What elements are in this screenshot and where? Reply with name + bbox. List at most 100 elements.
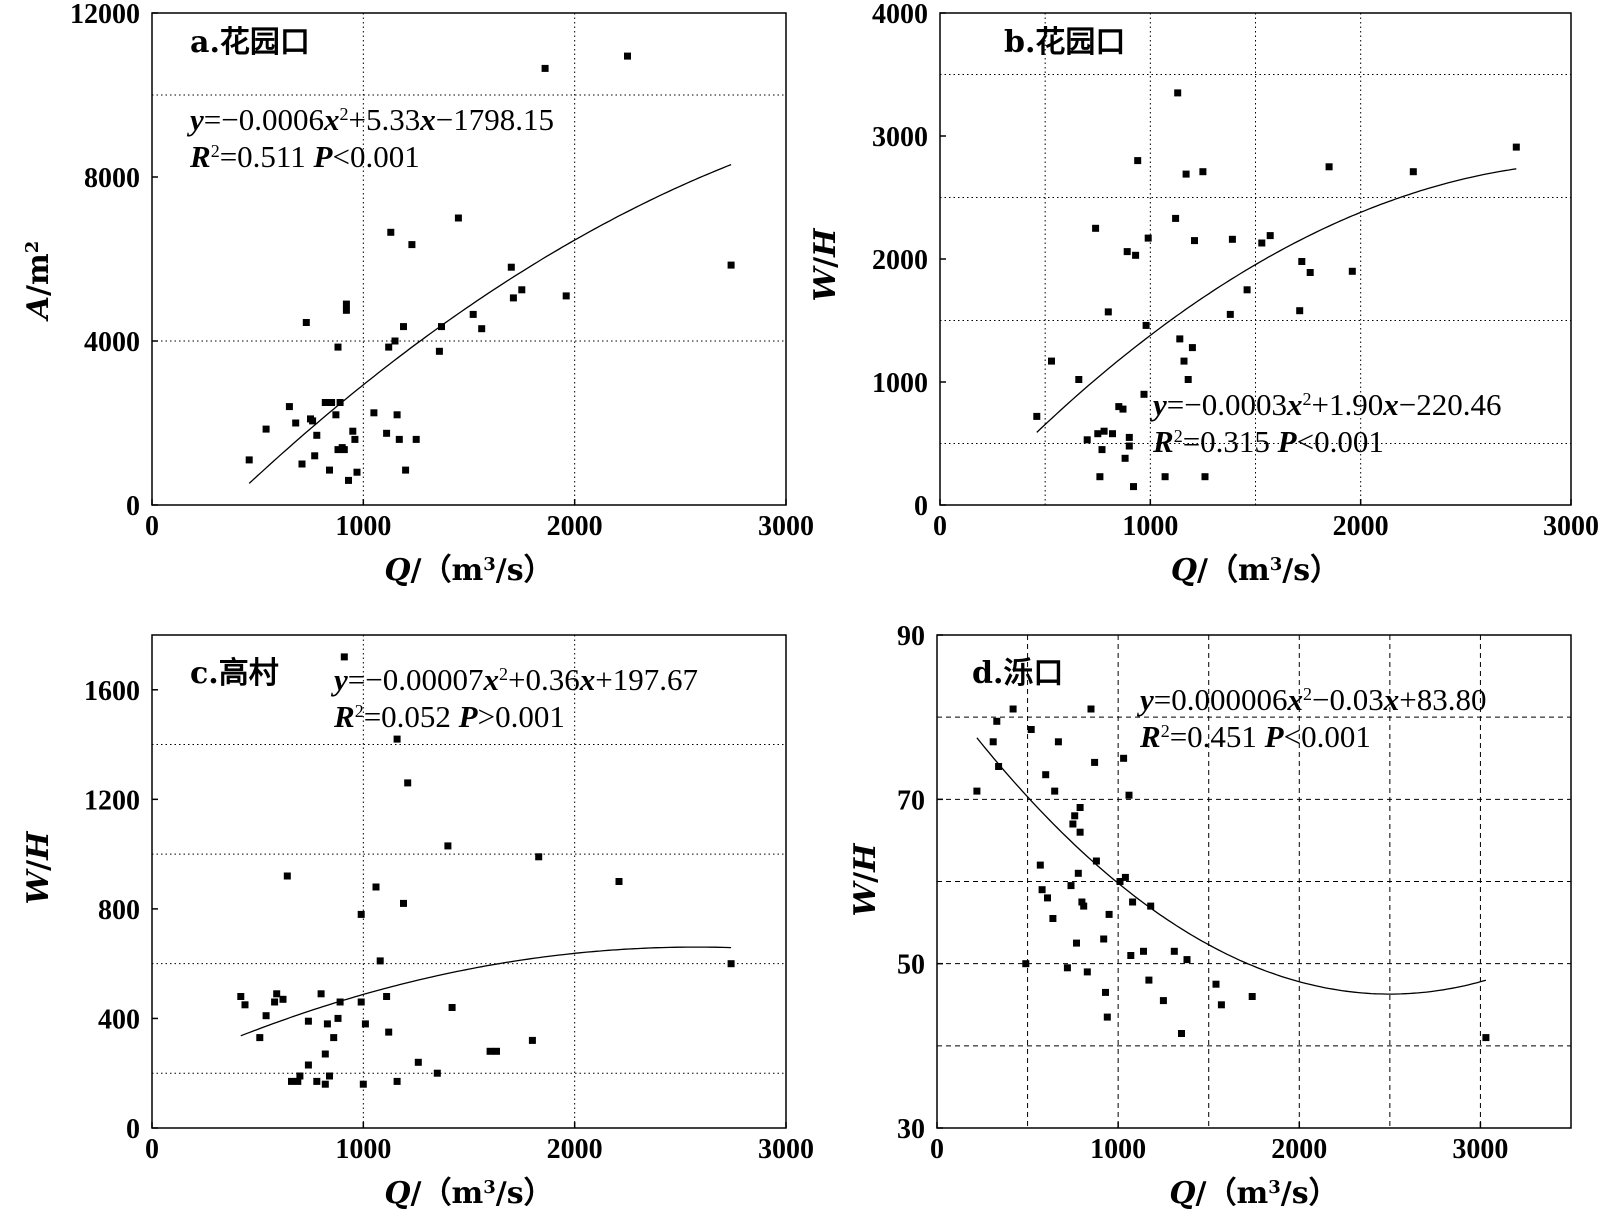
data-point (1306, 269, 1314, 276)
data-point (400, 899, 407, 907)
data-point (1063, 964, 1071, 972)
x-tick-label: 3000 (758, 1134, 814, 1165)
data-point (321, 1050, 329, 1058)
regression-equation: y=−0.0006x2+5.33x−1798.15 (186, 102, 554, 137)
y-tick-label: 30 (897, 1114, 925, 1145)
data-point (435, 347, 443, 355)
data-point (237, 993, 245, 1000)
data-point (615, 878, 623, 885)
regression-stats: R2=0.052 P>0.001 (333, 699, 565, 734)
data-point (973, 787, 981, 795)
data-point (1116, 878, 1124, 885)
data-point (336, 399, 344, 406)
data-point (317, 990, 325, 998)
x-tick-label: 2000 (1333, 511, 1389, 542)
data-point (1123, 248, 1131, 256)
data-point (478, 325, 486, 333)
data-point (1073, 939, 1080, 947)
fit-curve (976, 737, 1487, 995)
data-point (1100, 935, 1108, 943)
data-point (1096, 473, 1104, 481)
data-point (321, 1080, 329, 1088)
data-point (1161, 473, 1169, 481)
data-point (370, 409, 378, 417)
data-point (241, 1001, 249, 1009)
data-point (357, 998, 365, 1006)
data-points (237, 653, 735, 1088)
data-point (1115, 403, 1123, 411)
data-point (340, 446, 348, 454)
data-point (262, 425, 270, 433)
x-axis-title: Q/（m3/s） (384, 553, 553, 588)
data-point (1048, 357, 1055, 365)
data-point (414, 1058, 422, 1066)
data-point (1038, 886, 1046, 894)
data-point (285, 403, 293, 411)
data-point (385, 343, 393, 351)
data-point (311, 452, 319, 460)
data-point (1201, 473, 1209, 481)
data-point (330, 1034, 338, 1042)
y-tick-label: 800 (98, 895, 140, 926)
data-point (332, 411, 340, 419)
data-point (1076, 804, 1084, 811)
plot-frame (151, 12, 787, 506)
data-point (400, 323, 407, 331)
data-point (245, 456, 253, 464)
data-point (1144, 234, 1152, 242)
data-point (528, 1036, 536, 1044)
data-point (1226, 310, 1234, 318)
data-point (448, 1004, 456, 1011)
data-point (1042, 771, 1050, 779)
data-point (296, 1072, 304, 1080)
data-point (507, 263, 515, 271)
data-point (302, 319, 310, 326)
data-point (989, 738, 997, 746)
data-point (1103, 1013, 1111, 1021)
y-tick-label: 90 (897, 621, 925, 652)
data-point (1098, 446, 1106, 454)
data-point (359, 1080, 367, 1088)
y-tick-label: 0 (126, 1114, 140, 1145)
y-tick-label: 4000 (84, 327, 140, 358)
data-point (1130, 483, 1137, 491)
data-point (1243, 286, 1251, 294)
data-point (444, 842, 452, 850)
data-point (1191, 237, 1198, 245)
data-point (1170, 947, 1178, 955)
data-point (1067, 882, 1075, 890)
data-point (393, 411, 401, 419)
data-point (1120, 754, 1128, 762)
x-tick-label: 2000 (547, 1134, 603, 1165)
data-point (1140, 390, 1148, 398)
data-point (326, 466, 333, 474)
gridlines (940, 13, 1571, 505)
data-point (1102, 988, 1109, 996)
x-axis-title: Q/（m3/s） (1171, 553, 1340, 588)
regression-equation: y=−0.00007x2+0.36x+197.67 (330, 662, 698, 697)
data-point (1212, 980, 1220, 988)
y-tick-label: 1000 (872, 368, 928, 399)
data-point (1409, 168, 1417, 176)
data-point (342, 306, 350, 314)
data-point (383, 429, 391, 437)
data-point (1125, 442, 1133, 450)
data-point (340, 653, 348, 661)
data-point (402, 466, 410, 474)
data-point (1266, 232, 1274, 240)
regression-equation: y=0.000006x2−0.03x+83.80 (1136, 682, 1486, 717)
data-point (1092, 857, 1100, 865)
data-point (391, 337, 399, 345)
data-point (1180, 357, 1188, 365)
data-point (1348, 267, 1356, 275)
chart-panel-1: 0 1000 2000 3000 0 4000 8000 12000 Q/（m3/s） A/m2 a… (21, 0, 814, 588)
x-axis-title: Q/（m3/s） (1169, 1176, 1338, 1211)
data-point (1134, 157, 1142, 165)
data-point (1512, 143, 1520, 151)
data-point (393, 1077, 401, 1085)
chart-panel-4: 0 1000 2000 3000 30 50 70 90 Q/（m3/s） W/H d.泺口 y=0.… (848, 621, 1572, 1211)
data-point (1121, 873, 1129, 881)
x-axis-title: Q/（m3/s） (384, 1176, 553, 1211)
data-point (1076, 828, 1084, 836)
data-point (1325, 163, 1333, 171)
